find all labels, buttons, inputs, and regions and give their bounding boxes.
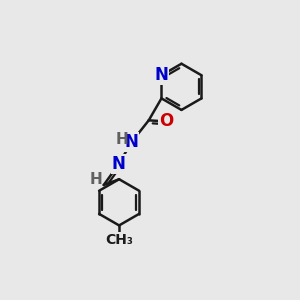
Text: O: O (159, 112, 173, 130)
Text: H: H (116, 132, 128, 147)
Text: H: H (89, 172, 102, 187)
Text: N: N (154, 66, 168, 84)
Text: N: N (112, 155, 126, 173)
Text: N: N (124, 133, 138, 151)
Text: CH₃: CH₃ (105, 233, 133, 248)
